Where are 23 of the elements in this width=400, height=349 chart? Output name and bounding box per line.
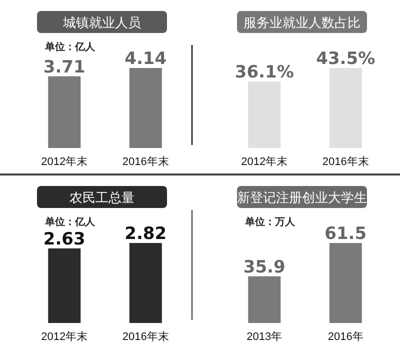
x-tick-label: 2016年末 <box>322 155 369 168</box>
data-label: 61.5 <box>324 224 367 244</box>
data-label: 2.63 <box>43 229 86 250</box>
data-label: 2.82 <box>124 224 167 244</box>
x-tick-label: 2012年末 <box>41 330 88 344</box>
chart-subtitle: 单位：亿人 <box>44 216 96 228</box>
x-tick-label: 2016年 <box>328 331 364 344</box>
chart-subtitle: 单位：万人 <box>244 216 296 228</box>
chart-title: 新登记注册创业大学生 <box>237 191 367 206</box>
x-tick-label: 2016年末 <box>122 155 169 168</box>
data-label: 35.9 <box>243 257 286 278</box>
chart-title: 服务业就业人数占比 <box>244 16 360 31</box>
x-tick-label: 2013年 <box>246 331 282 344</box>
x-tick-label: 2016年末 <box>122 330 169 344</box>
data-label: 43.5% <box>316 49 376 69</box>
chart-title: 城镇就业人员 <box>62 16 141 31</box>
chart-title: 农民工总量 <box>70 191 134 206</box>
data-label: 3.71 <box>43 57 86 78</box>
x-tick-label: 2012年末 <box>241 155 288 168</box>
chart-subtitle: 单位：亿人 <box>44 41 96 53</box>
data-label: 36.1% <box>234 62 294 83</box>
data-label: 4.14 <box>124 49 167 69</box>
x-tick-label: 2012年末 <box>41 155 88 168</box>
